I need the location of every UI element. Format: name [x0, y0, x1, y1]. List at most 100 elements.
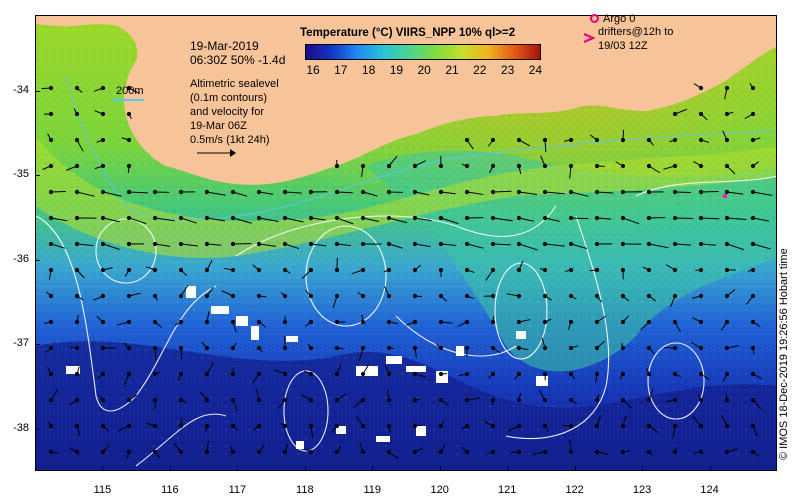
- velocity-vector-origin: [594, 215, 600, 221]
- velocity-vector: [674, 243, 692, 246]
- longitude-tick-mark: [439, 466, 441, 471]
- velocity-vector-origin: [360, 397, 366, 403]
- velocity-vector-origin: [308, 215, 314, 221]
- velocity-vector-origin: [412, 241, 418, 247]
- velocity-vector-origin: [516, 371, 522, 377]
- velocity-vector-origin: [490, 345, 496, 351]
- velocity-vector: [726, 243, 744, 251]
- velocity-vector-origin: [386, 241, 392, 247]
- velocity-vector-origin: [178, 241, 184, 247]
- velocity-vector-origin: [334, 449, 340, 455]
- velocity-vector-origin: [568, 163, 574, 169]
- bathymetry-line-key: [112, 99, 144, 101]
- velocity-vector-origin: [230, 293, 236, 299]
- velocity-vector-origin: [386, 345, 392, 351]
- velocity-vector: [154, 217, 175, 222]
- velocity-vector-origin: [152, 397, 158, 403]
- velocity-vector-origin: [672, 189, 678, 195]
- velocity-vector: [700, 243, 716, 246]
- velocity-vector-origin: [464, 241, 470, 247]
- velocity-vector-origin: [48, 85, 54, 91]
- velocity-vector-origin: [698, 85, 704, 91]
- velocity-vector-origin: [204, 215, 210, 221]
- velocity-vector-origin: [542, 319, 548, 325]
- drifter-label-line2: 19/03 12Z: [598, 40, 648, 52]
- velocity-vector-origin: [620, 163, 626, 169]
- velocity-vector-origin: [464, 449, 470, 455]
- velocity-vector-origin: [256, 215, 262, 221]
- velocity-vector-origin: [568, 267, 574, 273]
- velocity-vector-origin: [204, 241, 210, 247]
- velocity-vector-origin: [74, 163, 80, 169]
- velocity-vector-origin: [516, 137, 522, 143]
- velocity-vector-origin: [152, 345, 158, 351]
- sst-colorbar: [305, 44, 541, 60]
- velocity-vector-origin: [308, 189, 314, 195]
- velocity-vector-origin: [672, 345, 678, 351]
- velocity-vector-origin: [74, 319, 80, 325]
- velocity-vector-origin: [490, 163, 496, 169]
- velocity-vector-origin: [724, 215, 730, 221]
- velocity-vector-origin: [490, 267, 496, 273]
- velocity-vector-origin: [724, 345, 730, 351]
- velocity-vector-origin: [100, 85, 106, 91]
- velocity-vector-origin: [490, 371, 496, 377]
- velocity-vector-origin: [100, 163, 106, 169]
- velocity-vector-origin: [386, 371, 392, 377]
- velocity-vector-origin: [204, 189, 210, 195]
- velocity-vector-origin: [438, 345, 444, 351]
- velocity-vector-origin: [100, 215, 106, 221]
- velocity-vector-origin: [698, 397, 704, 403]
- velocity-vector-origin: [230, 215, 236, 221]
- velocity-vector: [50, 243, 66, 249]
- velocity-vector-origin: [308, 345, 314, 351]
- velocity-vector-origin: [230, 241, 236, 247]
- velocity-vector-origin: [386, 397, 392, 403]
- velocity-vector-origin: [126, 345, 132, 351]
- velocity-vector: [180, 217, 197, 224]
- velocity-vector-origin: [490, 397, 496, 403]
- velocity-vector-origin: [230, 423, 236, 429]
- velocity-vector-origin: [100, 267, 106, 273]
- velocity-vector: [362, 191, 378, 197]
- velocity-vector-origin: [646, 397, 652, 403]
- velocity-vector-origin: [568, 423, 574, 429]
- velocity-vector-origin: [126, 423, 132, 429]
- velocity-vector: [284, 217, 304, 223]
- velocity-vector-origin: [334, 163, 340, 169]
- velocity-vector-origin: [308, 449, 314, 455]
- velocity-vector-origin: [48, 371, 54, 377]
- velocity-vector-origin: [568, 371, 574, 377]
- sst-map-image: [36, 16, 776, 470]
- velocity-vector-origin: [360, 423, 366, 429]
- velocity-vector: [492, 190, 512, 193]
- velocity-vector-origin: [438, 423, 444, 429]
- velocity-vector-origin: [516, 241, 522, 247]
- velocity-vector-origin: [360, 345, 366, 351]
- velocity-vector-origin: [282, 397, 288, 403]
- velocity-vector-origin: [698, 267, 704, 273]
- velocity-vector-origin: [464, 267, 470, 273]
- velocity-vector-origin: [360, 319, 366, 325]
- velocity-vector-origin: [594, 345, 600, 351]
- velocity-vector: [544, 217, 560, 222]
- velocity-vector-origin: [620, 345, 626, 351]
- velocity-vector-origin: [48, 423, 54, 429]
- velocity-vector: [128, 217, 147, 225]
- velocity-vector: [206, 217, 226, 222]
- velocity-scale-arrow: [197, 149, 236, 157]
- velocity-vector-origin: [126, 241, 132, 247]
- velocity-vector-origin: [464, 189, 470, 195]
- velocity-vector-origin: [516, 189, 522, 195]
- velocity-vector-origin: [620, 137, 626, 143]
- velocity-vector-origin: [594, 267, 600, 273]
- velocity-vector: [336, 243, 352, 247]
- bathymetry-200m: [65, 75, 776, 221]
- velocity-vector: [180, 243, 199, 247]
- velocity-vector-origin: [74, 111, 80, 117]
- longitude-tick-mark: [574, 466, 576, 471]
- velocity-vector-origin: [724, 267, 730, 273]
- velocity-vector-origin: [308, 293, 314, 299]
- velocity-vector-origin: [126, 397, 132, 403]
- velocity-vector-origin: [74, 241, 80, 247]
